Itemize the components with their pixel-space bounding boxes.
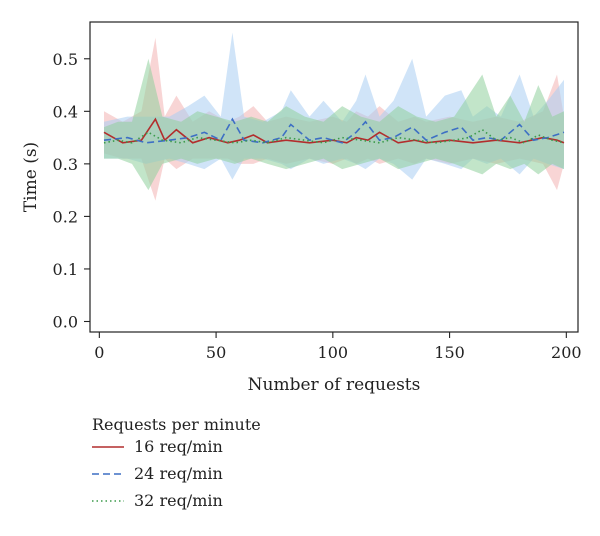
band-series-3 [104, 58, 564, 191]
line-series-2 [103, 117, 565, 144]
y-tick-label: 0.3 [53, 155, 78, 174]
x-tick-label: 150 [434, 343, 465, 362]
legend-label-1: 16 req/min [134, 437, 223, 456]
legend: Requests per minute 16 req/min 24 req/min… [92, 415, 261, 510]
legend-title: Requests per minute [92, 415, 261, 434]
x-axis-ticks: 0 50 100 150 200 [94, 332, 582, 362]
y-axis-ticks: 0.0 0.1 0.2 0.3 0.4 0.5 [53, 50, 90, 331]
y-tick-label: 0.4 [53, 102, 78, 121]
x-axis-label: Number of requests [248, 375, 421, 395]
line-series-3 [103, 128, 565, 144]
y-tick-label: 0.2 [53, 207, 78, 226]
confidence-bands [104, 32, 564, 201]
y-tick-label: 0.0 [53, 312, 78, 331]
x-tick-label: 200 [551, 343, 582, 362]
y-tick-label: 0.1 [53, 260, 78, 279]
legend-label-3: 32 req/min [134, 491, 223, 510]
plot-frame [89, 21, 579, 333]
x-tick-label: 50 [206, 343, 226, 362]
y-tick-label: 0.5 [53, 50, 78, 69]
legend-label-2: 24 req/min [134, 464, 223, 483]
x-tick-label: 100 [318, 343, 349, 362]
y-axis-label: Time (s) [21, 142, 41, 212]
x-tick-label: 0 [94, 343, 104, 362]
series-lines [103, 117, 565, 144]
line-series-1 [103, 117, 565, 144]
